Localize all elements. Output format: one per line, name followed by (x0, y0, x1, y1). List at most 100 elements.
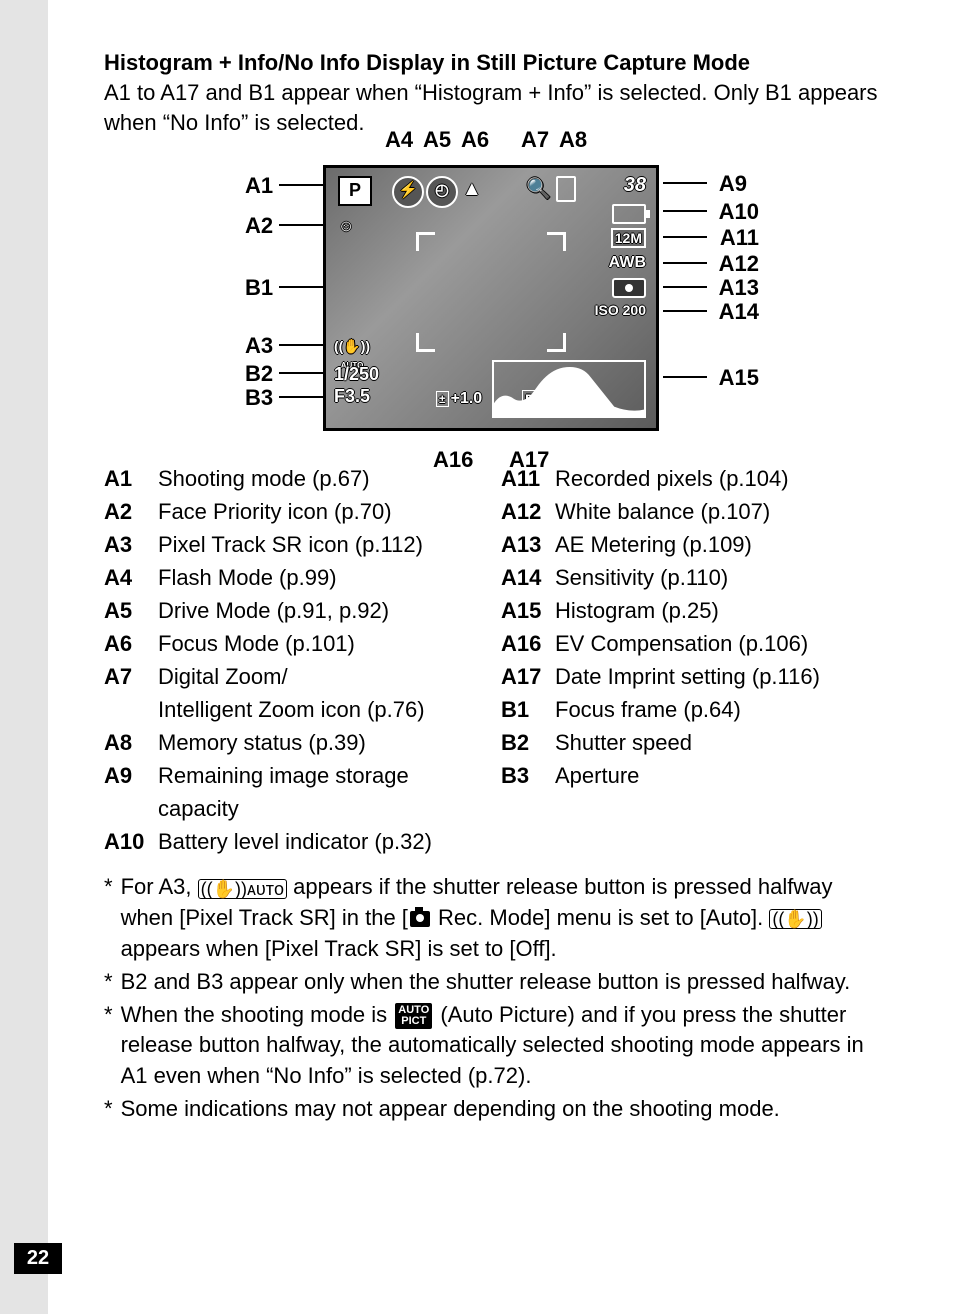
legend-desc: EV Compensation (p.106) (555, 627, 878, 660)
legend-desc: Focus Mode (p.101) (158, 627, 481, 660)
legend-code: A2 (104, 495, 148, 528)
legend: A1Shooting mode (p.67)A2 Face Priority ic… (104, 462, 878, 858)
legend-row: B2Shutter speed (501, 726, 878, 759)
diagram-container: A4 A5 A6 A7 A8 A1 A2 B1 A3 B2 B3 A9 A10 … (104, 165, 878, 436)
legend-code: A13 (501, 528, 545, 561)
legend-desc: Sensitivity (p.110) (555, 561, 878, 594)
ev-icon: ± (436, 391, 449, 407)
label-a17: A17 (509, 447, 549, 473)
legend-code: B1 (501, 693, 545, 726)
legend-row: A9 Remaining image storage capacity (104, 759, 481, 825)
legend-code: A5 (104, 594, 148, 627)
note-1: * For A3, ((✋))ᴀᴜᴛᴏ appears if the shutt… (104, 872, 878, 964)
legend-right-col: A11Recorded pixels (p.104)A12White balan… (501, 462, 878, 858)
aperture: F3.5 (334, 386, 370, 407)
flash-icon: ⚡ (392, 176, 424, 208)
label-a4: A4 (385, 127, 413, 153)
legend-desc: Drive Mode (p.91, p.92) (158, 594, 481, 627)
note-2-text: B2 and B3 appear only when the shutter r… (121, 967, 878, 998)
legend-desc: AE Metering (p.109) (555, 528, 878, 561)
camera-icon (410, 911, 430, 927)
zoom-icon: 🔍 (526, 176, 551, 201)
section-intro: A1 to A17 and B1 appear when “Histogram … (104, 78, 878, 137)
legend-desc: Remaining image storage capacity (158, 759, 481, 825)
lcd-diagram: A4 A5 A6 A7 A8 A1 A2 B1 A3 B2 B3 A9 A10 … (323, 165, 659, 431)
legend-code: A12 (501, 495, 545, 528)
legend-desc: Face Priority icon (p.70) (158, 495, 481, 528)
ev-comp: ±+1.0 (436, 390, 482, 408)
label-a15: A15 (719, 365, 759, 391)
ev-value: +1.0 (451, 390, 483, 407)
manual-page: 22 Histogram + Info/No Info Display in S… (0, 0, 954, 1314)
sr-auto-icon: ((✋))ᴀᴜᴛᴏ (198, 879, 287, 899)
legend-desc: Aperture (555, 759, 878, 792)
note-4-text: Some indications may not appear dependin… (121, 1094, 878, 1125)
label-a2: A2 (245, 213, 273, 239)
sr-icon-symbol: ((✋)) (334, 338, 370, 354)
label-a11: A11 (720, 225, 759, 251)
legend-code: A4 (104, 561, 148, 594)
legend-code: A17 (501, 660, 545, 693)
drive-icon: ◴ (426, 176, 458, 208)
legend-row: A16 EV Compensation (p.106) (501, 627, 878, 660)
label-a9: A9 (719, 171, 747, 197)
legend-desc: Digital Zoom/ Intelligent Zoom icon (p.7… (158, 660, 481, 726)
memory-icon (556, 176, 576, 202)
legend-row: A5 Drive Mode (p.91, p.92) (104, 594, 481, 627)
label-a14: A14 (719, 299, 759, 325)
legend-desc: Memory status (p.39) (158, 726, 481, 759)
legend-desc: Recorded pixels (p.104) (555, 462, 878, 495)
legend-row: A7Digital Zoom/ Intelligent Zoom icon (p… (104, 660, 481, 726)
legend-code: A14 (501, 561, 545, 594)
lcd-screen: P ⚡ ◴ ▲ 🔍 38 12M AWB ISO 200 ☺ ((✋)) AUT… (323, 165, 659, 431)
label-b2: B2 (245, 361, 273, 387)
legend-desc: Pixel Track SR icon (p.112) (158, 528, 481, 561)
legend-desc: Battery level indicator (p.32) (158, 825, 481, 858)
label-a8: A8 (559, 127, 587, 153)
label-b3: B3 (245, 385, 273, 411)
iso-indicator: ISO 200 (595, 302, 646, 318)
legend-row: A10Battery level indicator (p.32) (104, 825, 481, 858)
legend-code: B3 (501, 759, 545, 792)
legend-row: A13 AE Metering (p.109) (501, 528, 878, 561)
focus-icon: ▲ (462, 178, 482, 201)
legend-row: A2 Face Priority icon (p.70) (104, 495, 481, 528)
note-4: * Some indications may not appear depend… (104, 1094, 878, 1125)
legend-code: A16 (501, 627, 545, 660)
legend-row: A6Focus Mode (p.101) (104, 627, 481, 660)
label-a7: A7 (521, 127, 549, 153)
side-tab (0, 0, 48, 1314)
bullet-star: * (104, 1094, 113, 1125)
remaining-count: 38 (624, 174, 646, 197)
legend-row: A8Memory status (p.39) (104, 726, 481, 759)
pixels-indicator: 12M (611, 228, 646, 248)
legend-row: A12 White balance (p.107) (501, 495, 878, 528)
legend-row: A17Date Imprint setting (p.116) (501, 660, 878, 693)
label-a6: A6 (461, 127, 489, 153)
metering-icon (612, 278, 646, 298)
legend-desc: Histogram (p.25) (555, 594, 878, 627)
legend-row: A4Flash Mode (p.99) (104, 561, 481, 594)
legend-desc: Shutter speed (555, 726, 878, 759)
legend-desc: White balance (p.107) (555, 495, 878, 528)
label-a10: A10 (719, 199, 759, 225)
focus-frame (416, 232, 566, 352)
legend-desc: Focus frame (p.64) (555, 693, 878, 726)
legend-code: A9 (104, 759, 148, 792)
legend-left-col: A1Shooting mode (p.67)A2 Face Priority ic… (104, 462, 481, 858)
shutter-speed: 1/250 (334, 364, 379, 385)
legend-row: B3 Aperture (501, 759, 878, 792)
note-3a: When the shooting mode is (121, 1002, 394, 1027)
legend-code: A1 (104, 462, 148, 495)
sr-off-icon: ((✋)) (769, 909, 821, 929)
bullet-star: * (104, 967, 113, 998)
page-number: 22 (14, 1243, 62, 1274)
autopict-icon: AUTOPICT (395, 1003, 432, 1029)
legend-row: A1Shooting mode (p.67) (104, 462, 481, 495)
note-1d: appears when [Pixel Track SR] is set to … (121, 936, 557, 961)
mode-icon: P (338, 176, 372, 206)
face-priority-icon: ☺ (338, 218, 354, 236)
legend-code: A15 (501, 594, 545, 627)
note-3: * When the shooting mode is AUTOPICT (Au… (104, 1000, 878, 1092)
label-a12: A12 (719, 251, 759, 277)
